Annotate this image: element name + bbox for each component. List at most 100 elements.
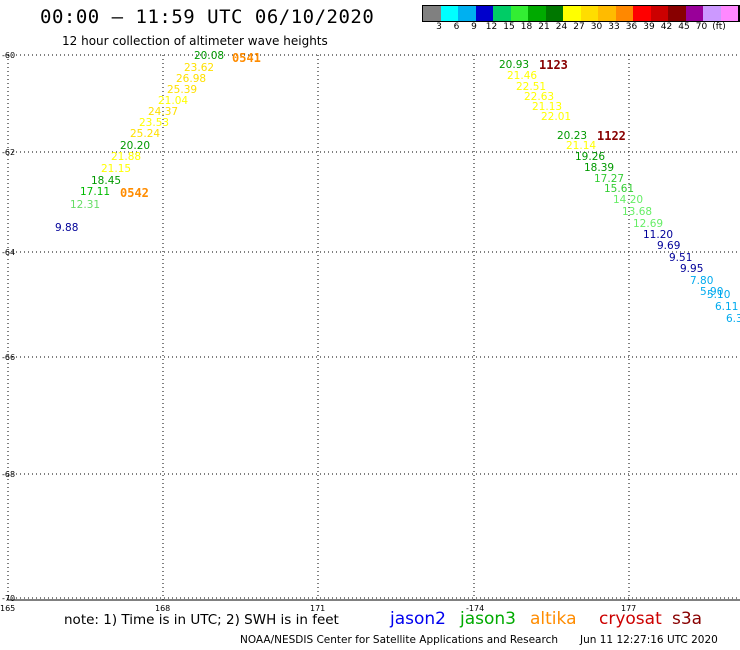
wave-height-value: 11.20 bbox=[643, 229, 674, 241]
pass-time-label: 0541 bbox=[232, 51, 261, 65]
legend-label: 6 bbox=[453, 22, 460, 32]
legend-swatch bbox=[703, 6, 721, 21]
legend-swatch bbox=[615, 6, 633, 21]
wave-height-value: 17.11 bbox=[80, 186, 111, 198]
satellite-name: altika bbox=[530, 609, 577, 629]
legend-swatch bbox=[720, 6, 738, 21]
wave-height-value: 22.63 bbox=[524, 91, 555, 103]
timestamp: Jun 11 12:27:16 UTC 2020 bbox=[580, 634, 718, 646]
wave-height-value: 15.61 bbox=[604, 183, 635, 195]
credit-text: NOAA/NESDIS Center for Satellite Applica… bbox=[240, 634, 558, 646]
legend-swatch bbox=[580, 6, 598, 21]
legend-label: 9 bbox=[471, 22, 477, 32]
legend-swatch bbox=[633, 6, 651, 21]
wave-height-value: 5.10 bbox=[707, 289, 731, 301]
legend-label: 15 bbox=[503, 22, 515, 32]
legend-label: 12 bbox=[485, 22, 498, 32]
wave-height-value: 17.27 bbox=[594, 173, 625, 185]
wave-height-value: 23.53 bbox=[139, 117, 170, 129]
wave-height-value: 13.68 bbox=[622, 206, 653, 218]
wave-height-value: 21.46 bbox=[507, 70, 538, 82]
longitude-label: 177 bbox=[621, 604, 637, 613]
wave-height-value: 22.01 bbox=[541, 111, 572, 123]
wave-height-value: 21.88 bbox=[111, 151, 142, 163]
footer-note: note: 1) Time is in UTC; 2) SWH is in fe… bbox=[64, 612, 339, 628]
legend-swatch bbox=[510, 6, 528, 21]
wave-height-value: 9.69 bbox=[657, 240, 681, 252]
legend-label: 36 bbox=[625, 22, 638, 32]
page-title: 00:00 – 11:59 UTC 06/10/2020 bbox=[40, 6, 375, 28]
legend-swatch bbox=[545, 6, 563, 21]
legend-swatch bbox=[458, 6, 476, 21]
wave-height-value: 23.62 bbox=[184, 62, 215, 74]
satellite-name: cryosat bbox=[599, 609, 662, 629]
wave-height-value: 7.80 bbox=[690, 275, 714, 287]
legend-label: 21 bbox=[538, 22, 550, 32]
wave-height-value: 9.95 bbox=[680, 263, 704, 275]
wave-height-value: 24.37 bbox=[148, 106, 179, 118]
wave-height-value: 25.39 bbox=[167, 84, 198, 96]
legend-label: 39 bbox=[643, 22, 655, 32]
wave-height-value: 9.51 bbox=[669, 252, 693, 264]
wave-height-value: 20.20 bbox=[120, 140, 151, 152]
legend-label: 3 bbox=[436, 22, 442, 32]
wave-height-value: 26.98 bbox=[176, 73, 207, 85]
legend-swatch bbox=[440, 6, 458, 21]
wave-height-value: 12.31 bbox=[70, 199, 101, 211]
wave-height-value: 12.69 bbox=[633, 218, 664, 230]
wave-height-value: 20.23 bbox=[557, 130, 588, 142]
pass-time-label: 1123 bbox=[539, 58, 568, 72]
graticule bbox=[7, 54, 740, 600]
longitude-label: -174 bbox=[466, 604, 485, 613]
wave-height-value: 14.20 bbox=[613, 194, 644, 206]
color-legend bbox=[422, 5, 740, 22]
legend-swatch bbox=[528, 6, 546, 21]
legend-swatch bbox=[598, 6, 616, 21]
wave-height-value: 21.14 bbox=[566, 140, 597, 152]
latitude-label: -66 bbox=[2, 353, 16, 362]
legend-label: 42 bbox=[660, 22, 673, 32]
legend-swatch bbox=[493, 6, 511, 21]
legend-swatch bbox=[738, 6, 740, 21]
legend-swatch bbox=[650, 6, 668, 21]
satellite-name: jason3 bbox=[460, 609, 516, 629]
legend-label: 33 bbox=[608, 22, 620, 32]
legend-swatch bbox=[563, 6, 581, 21]
wave-height-value: 21.04 bbox=[158, 95, 189, 107]
pass-time-label: 1122 bbox=[597, 129, 626, 143]
latitude-label: -62 bbox=[2, 148, 16, 157]
page-subtitle: 12 hour collection of altimeter wave hei… bbox=[62, 34, 328, 48]
wave-height-value: 18.39 bbox=[584, 162, 615, 174]
wave-height-value: 6.11 bbox=[715, 301, 739, 313]
wave-height-value: 21.13 bbox=[532, 101, 563, 113]
wave-height-value: 25.24 bbox=[130, 128, 161, 140]
wave-height-value: 21.15 bbox=[101, 163, 132, 175]
satellite-name: jason2 bbox=[390, 609, 446, 629]
wave-height-value: 18.45 bbox=[91, 175, 122, 187]
wave-height-value: 9.88 bbox=[55, 222, 79, 234]
wave-height-value: 20.93 bbox=[499, 59, 530, 71]
wave-height-value: 22.51 bbox=[516, 81, 547, 93]
latitude-label: -68 bbox=[2, 470, 16, 479]
satellite-name: s3a bbox=[672, 609, 703, 629]
legend-label: 24 bbox=[555, 22, 568, 32]
legend-swatch bbox=[423, 6, 441, 21]
legend-unit: (ft) bbox=[712, 22, 726, 32]
legend-swatch bbox=[685, 6, 703, 21]
latitude-label: -60 bbox=[2, 51, 16, 60]
legend-swatch bbox=[668, 6, 686, 21]
legend-label: 18 bbox=[520, 22, 533, 32]
legend-label: 27 bbox=[573, 22, 585, 32]
latitude-label: -64 bbox=[2, 248, 16, 257]
legend-swatch bbox=[475, 6, 493, 21]
latitude-label: -70 bbox=[2, 594, 16, 603]
wave-height-value: 5.90 bbox=[700, 286, 724, 298]
longitude-label: 165 bbox=[0, 604, 16, 613]
wave-height-value: 20.08 bbox=[194, 50, 225, 62]
legend-label: 45 bbox=[678, 22, 690, 32]
wave-height-value: 6.3 bbox=[726, 313, 740, 325]
pass-time-label: 0542 bbox=[120, 186, 149, 200]
legend-label: 30 bbox=[590, 22, 603, 32]
wave-height-value: 19.26 bbox=[575, 151, 606, 163]
